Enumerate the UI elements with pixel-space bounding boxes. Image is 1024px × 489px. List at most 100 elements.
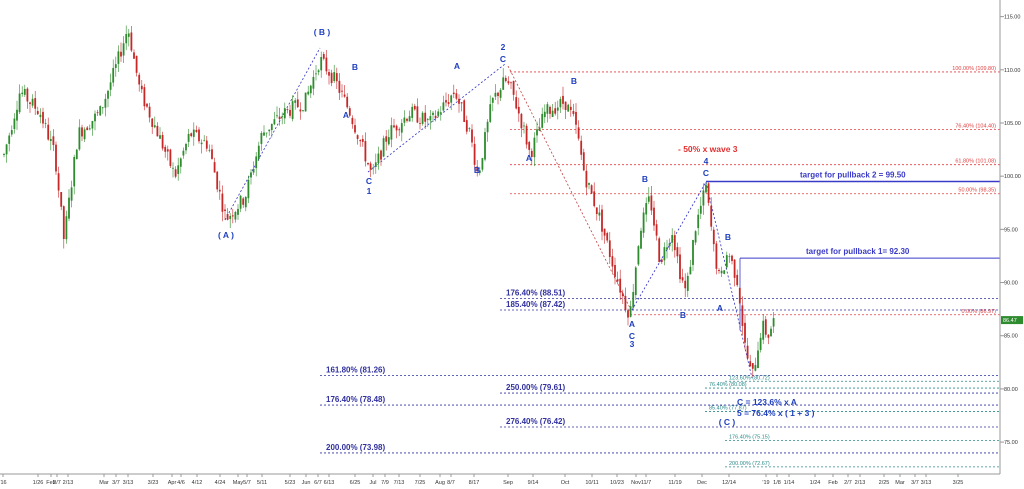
candle-body — [302, 110, 304, 111]
candle-body — [746, 345, 749, 359]
candle-body — [354, 125, 356, 133]
wave-label: B — [725, 232, 731, 242]
candle-body — [10, 130, 13, 135]
candle-body — [452, 92, 455, 95]
candle-body — [533, 137, 536, 158]
date-tick-label: Oct — [561, 480, 570, 486]
candle-body — [359, 140, 362, 142]
candle-body — [187, 133, 190, 142]
date-tick-label: 6/13 — [324, 480, 335, 486]
candle-body — [551, 110, 554, 117]
candle-body — [94, 113, 96, 122]
candlesticks — [3, 25, 775, 377]
candle-body — [611, 256, 614, 267]
candle-body — [387, 137, 390, 145]
candle-body — [510, 82, 512, 84]
wave-label: ( A ) — [218, 230, 234, 240]
wave-label: ( C ) — [719, 417, 736, 427]
candle-body — [632, 291, 635, 308]
candle-body — [78, 127, 81, 150]
date-tick-label: Jul — [369, 480, 376, 486]
candle-body — [520, 113, 523, 129]
date-tick-label: 9/14 — [528, 480, 539, 486]
candle-body — [242, 198, 245, 205]
candle-body — [343, 94, 346, 97]
candle-body — [195, 129, 198, 132]
candle-body — [278, 116, 281, 120]
candle-body — [213, 162, 216, 173]
candle-body — [367, 162, 369, 165]
candle-body — [81, 127, 83, 137]
date-tick-label: 1/26 — [33, 480, 44, 486]
fib-level-label: 161.80% (81.26) — [326, 366, 385, 375]
candle-body — [679, 254, 681, 280]
candle-body — [694, 231, 697, 243]
candle-body — [26, 88, 29, 102]
candle-body — [660, 259, 663, 263]
candle-body — [351, 117, 354, 125]
candle-body — [174, 169, 177, 177]
candle-body — [130, 32, 133, 51]
candle-body — [369, 163, 372, 170]
candle-body — [686, 275, 689, 291]
candle-body — [494, 92, 497, 97]
candle-body — [577, 127, 580, 139]
candle-body — [185, 143, 187, 151]
candle-body — [36, 111, 39, 115]
candle-body — [57, 173, 60, 191]
date-tick-label: 4/12 — [192, 480, 203, 486]
price-tick-label: 80.00 — [1004, 387, 1018, 393]
wave-label: B — [571, 76, 577, 86]
candle-body — [393, 125, 395, 128]
candle-body — [707, 183, 710, 203]
candle-body — [681, 277, 684, 281]
candle-body — [757, 350, 759, 369]
date-tick-label: 8/7 — [447, 480, 455, 486]
candle-body — [705, 184, 707, 193]
candle-body — [257, 145, 260, 159]
candle-body — [439, 112, 442, 114]
fib-level-label: 50.00% (98.35) — [958, 188, 996, 194]
price-tick-label: 90.00 — [1004, 281, 1018, 287]
wave-label: ( B ) — [314, 27, 331, 37]
candle-body — [637, 246, 640, 265]
candle-body — [65, 216, 68, 240]
price-axis: 115.00 110.00 105.00 100.00 95.00 90.00 85.00 8… — [999, 0, 1023, 474]
candle-body — [650, 195, 653, 211]
candle-body — [29, 102, 31, 104]
wave-label: B — [474, 165, 480, 175]
candle-body — [169, 149, 172, 166]
fib-level-label: 85.40% (77.87) — [709, 406, 747, 412]
date-tick-label: 3/13 — [123, 480, 134, 486]
candle-body — [226, 214, 229, 220]
candle-body — [96, 112, 99, 114]
date-tick-label: 5/11 — [257, 480, 267, 486]
candle-body — [39, 114, 42, 118]
date-tick-label: 4/24 — [215, 480, 226, 486]
candle-body — [434, 115, 437, 119]
candle-body — [133, 52, 135, 59]
candle-body — [569, 106, 572, 111]
date-tick-label: Nov — [631, 480, 641, 486]
candle-body — [525, 125, 528, 145]
candle-body — [263, 132, 265, 136]
candle-body — [23, 88, 26, 95]
candle-body — [281, 116, 284, 118]
candle-body — [338, 80, 341, 93]
wave-label: 3 — [630, 339, 635, 349]
wave-label: C — [703, 168, 709, 178]
candle-body — [723, 270, 726, 274]
date-tick-label: 11/19 — [668, 480, 681, 486]
date-tick-label: '19 — [762, 480, 769, 486]
candle-body — [341, 90, 343, 92]
date-tick-label: 1/24 — [810, 480, 821, 486]
candle-body — [413, 105, 416, 110]
date-tick-label: 2/7 — [844, 480, 852, 486]
candle-body — [205, 140, 208, 149]
date-tick-label: 12/14 — [722, 480, 736, 486]
date-tick-label: 7/13 — [394, 480, 405, 486]
candle-body — [689, 266, 692, 275]
candle-body — [770, 328, 772, 337]
